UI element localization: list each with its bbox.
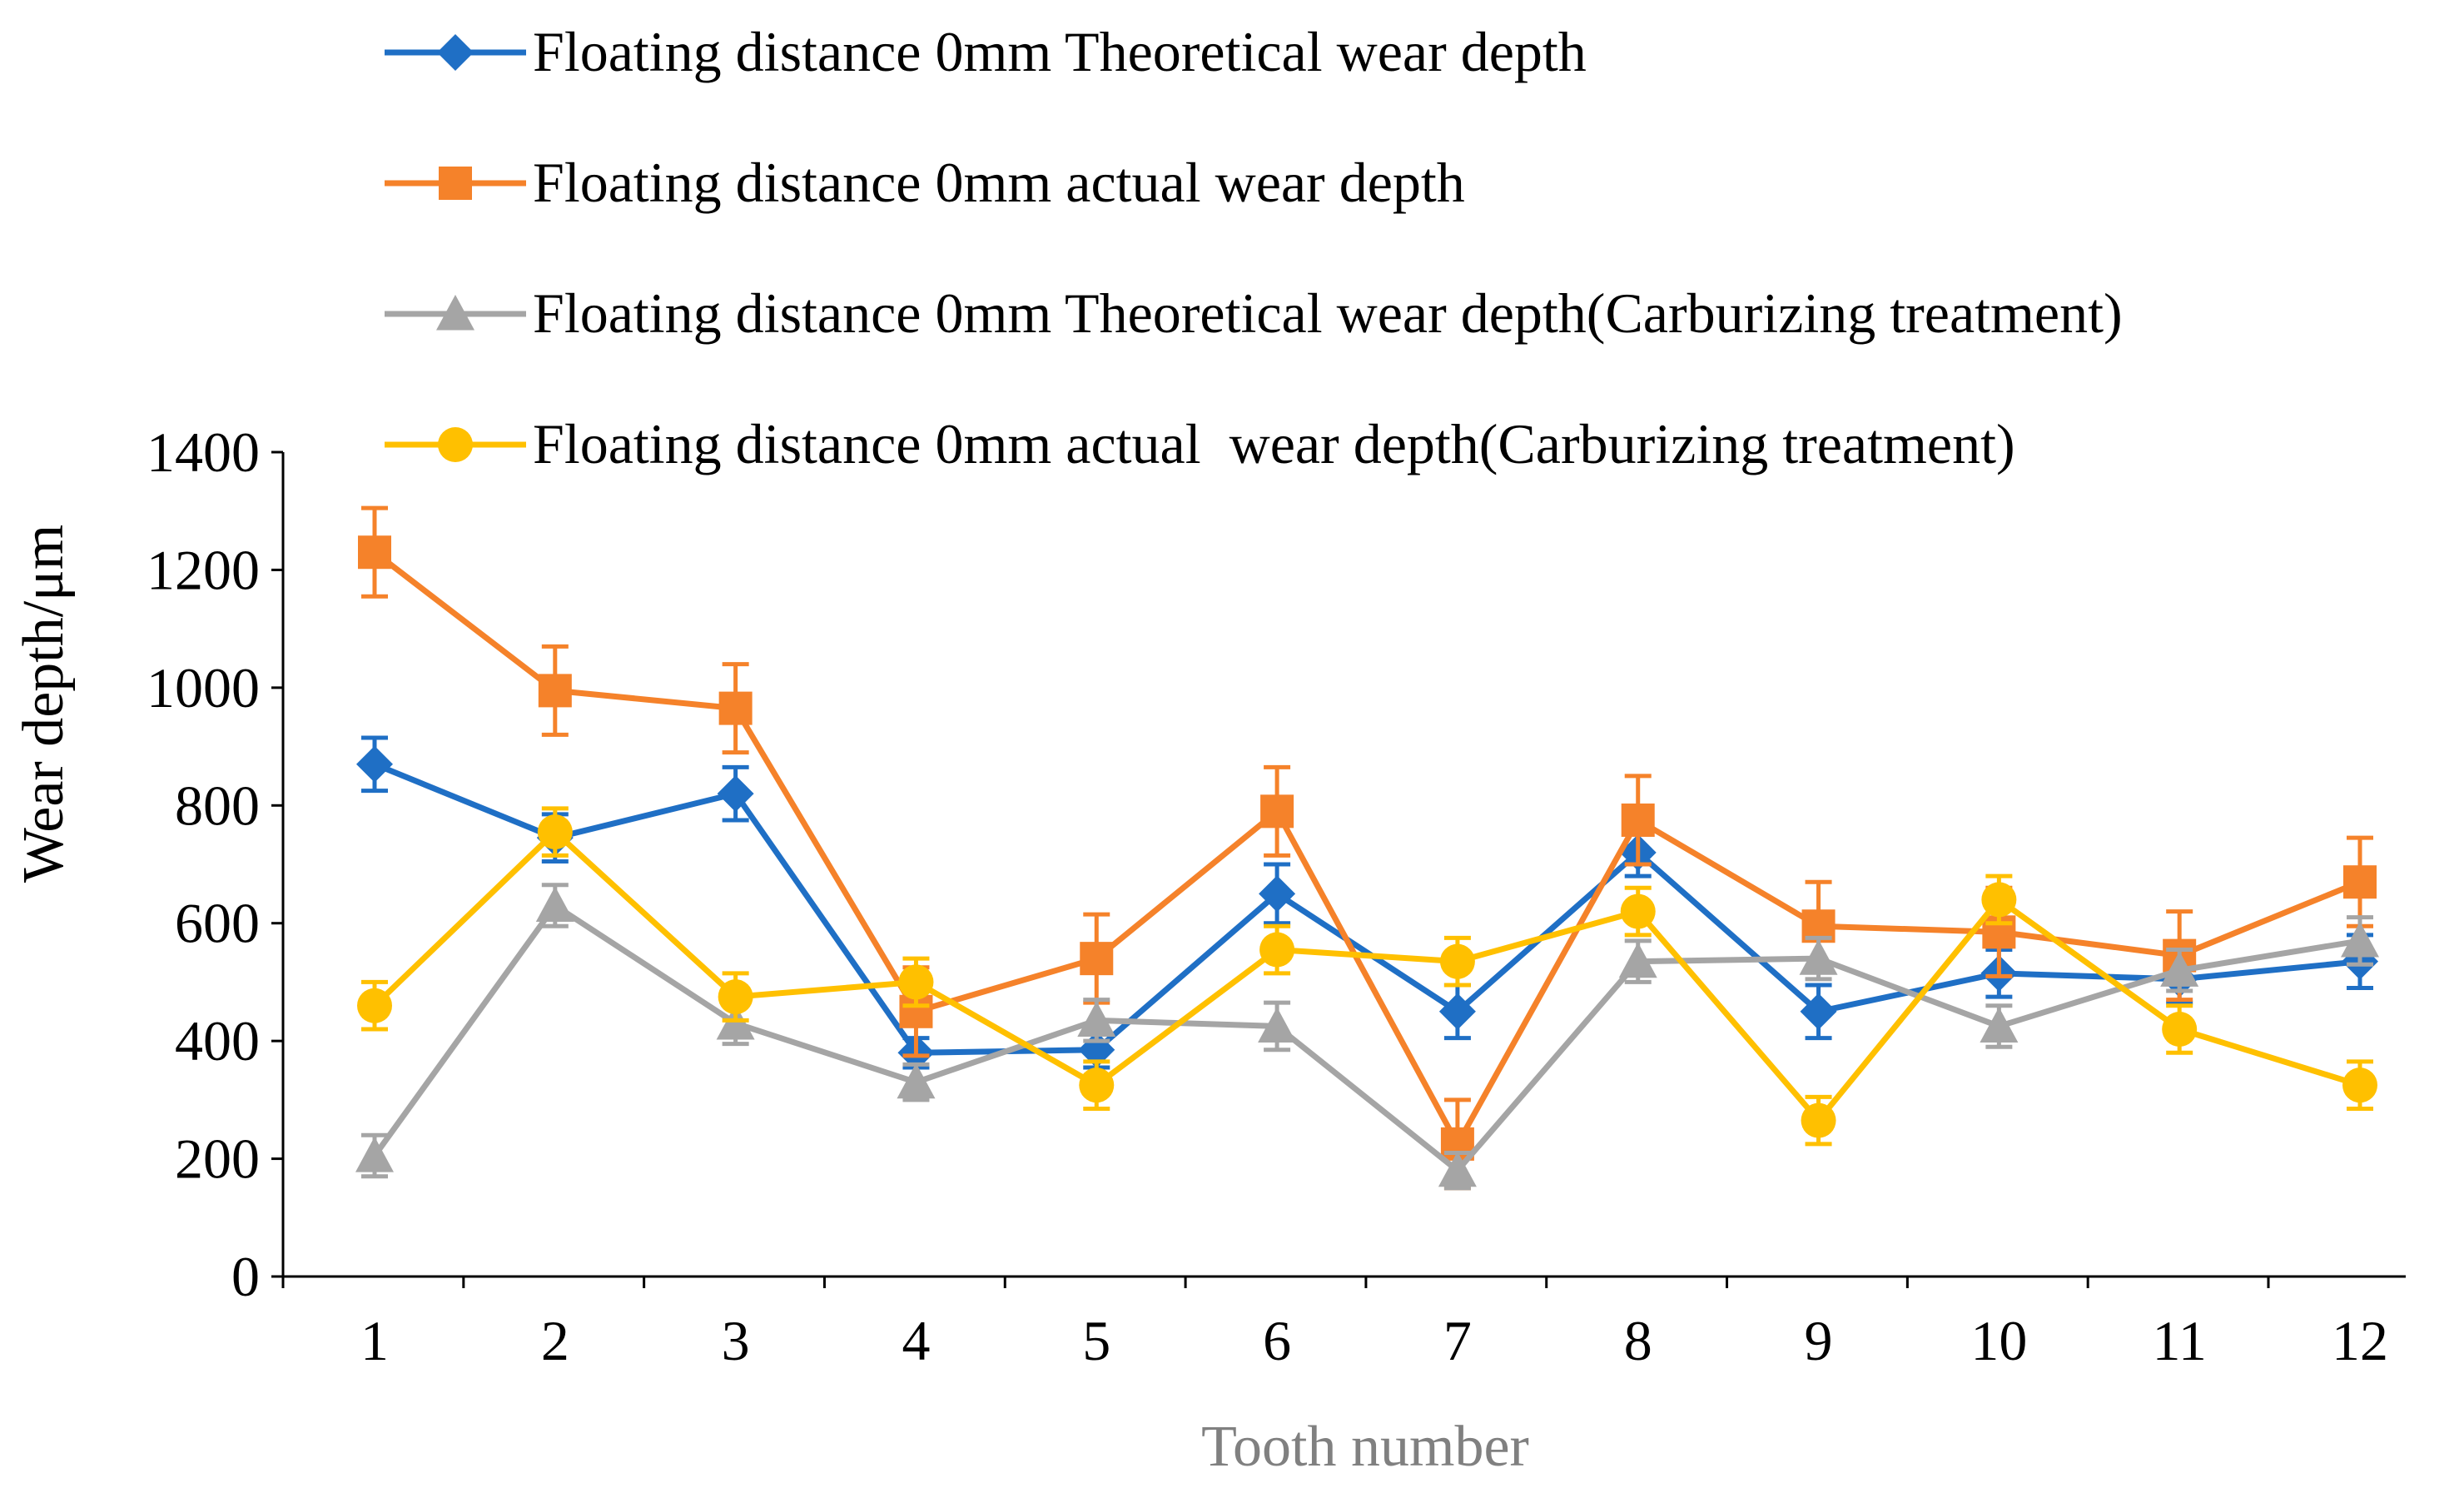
data-point bbox=[357, 988, 392, 1023]
y-tick-label: 1200 bbox=[147, 538, 260, 601]
data-point bbox=[1438, 1151, 1477, 1187]
x-tick-label: 6 bbox=[1263, 1309, 1291, 1372]
y-tick-label: 800 bbox=[175, 774, 260, 837]
data-point bbox=[2343, 865, 2377, 899]
data-point bbox=[1079, 1067, 1115, 1103]
series-line bbox=[373, 761, 2361, 1056]
series-1 bbox=[356, 735, 2378, 1072]
data-point bbox=[355, 1137, 394, 1172]
legend-entry: Floating distance 0mm actual wear depth bbox=[385, 151, 1465, 214]
data-point bbox=[718, 979, 753, 1015]
data-point bbox=[1080, 942, 1114, 976]
data-point bbox=[2160, 951, 2199, 987]
data-point bbox=[1620, 893, 1656, 929]
y-tick-label: 400 bbox=[175, 1009, 260, 1072]
data-point bbox=[1799, 939, 1838, 975]
legend-label: Floating distance 0mm Theoretical wear d… bbox=[533, 20, 1587, 83]
series-2 bbox=[358, 505, 2377, 1191]
data-point bbox=[717, 775, 754, 813]
y-tick-label: 1400 bbox=[147, 421, 260, 484]
legend-entry: Floating distance 0mm actual wear depth(… bbox=[385, 412, 2015, 475]
y-tick-label: 1000 bbox=[147, 656, 260, 719]
plot-area bbox=[355, 505, 2379, 1191]
x-tick-label: 10 bbox=[1970, 1309, 2027, 1372]
data-point bbox=[538, 674, 572, 708]
y-tick-label: 200 bbox=[175, 1127, 260, 1191]
data-point bbox=[1259, 932, 1295, 968]
data-point bbox=[1980, 1007, 2019, 1043]
data-point bbox=[1438, 993, 1476, 1030]
legend-entry: Floating distance 0mm Theoretical wear d… bbox=[385, 281, 2123, 345]
legend-marker bbox=[439, 167, 472, 200]
legend-marker bbox=[436, 295, 474, 331]
x-tick-label: 8 bbox=[1624, 1309, 1652, 1372]
x-tick-label: 1 bbox=[360, 1309, 389, 1372]
data-point bbox=[898, 964, 934, 1000]
data-point bbox=[1260, 794, 1294, 829]
x-tick-label: 4 bbox=[902, 1309, 930, 1372]
legend-label: Floating distance 0mm actual wear depth(… bbox=[533, 412, 2015, 475]
y-axis-title: Wear depth/μm bbox=[12, 525, 76, 883]
data-point bbox=[1258, 1007, 1297, 1043]
legend-entry: Floating distance 0mm Theoretical wear d… bbox=[385, 20, 1587, 83]
data-point bbox=[1439, 943, 1475, 979]
series-3 bbox=[355, 883, 2379, 1191]
x-tick-label: 5 bbox=[1082, 1309, 1110, 1372]
legend-marker bbox=[438, 427, 473, 462]
data-point bbox=[2162, 1012, 2198, 1047]
data-point bbox=[897, 1063, 936, 1099]
data-point bbox=[1618, 942, 1657, 978]
y-tick-label: 0 bbox=[231, 1245, 260, 1308]
x-tick-label: 11 bbox=[2152, 1309, 2206, 1372]
data-point bbox=[1801, 1102, 1836, 1138]
x-axis-title: Tooth number bbox=[1201, 1415, 1529, 1479]
data-point bbox=[535, 886, 574, 923]
series-4 bbox=[357, 806, 2377, 1147]
data-point bbox=[358, 535, 391, 570]
x-tick-label: 3 bbox=[722, 1309, 750, 1372]
x-tick-label: 7 bbox=[1443, 1309, 1472, 1372]
y-tick-label: 600 bbox=[175, 892, 260, 955]
x-tick-label: 2 bbox=[541, 1309, 569, 1372]
x-tick-label: 9 bbox=[1805, 1309, 1833, 1372]
data-point bbox=[1800, 993, 1837, 1030]
data-point bbox=[1259, 875, 1296, 913]
data-point bbox=[1621, 803, 1655, 837]
data-point bbox=[537, 814, 573, 850]
data-point bbox=[2342, 1067, 2377, 1103]
series-line bbox=[372, 903, 2361, 1174]
data-point bbox=[356, 745, 393, 783]
data-point bbox=[2341, 921, 2379, 958]
series-line bbox=[372, 829, 2362, 1124]
x-tick-label: 12 bbox=[2332, 1309, 2388, 1372]
data-point bbox=[718, 691, 753, 725]
legend-label: Floating distance 0mm actual wear depth bbox=[533, 151, 1465, 214]
legend-label: Floating distance 0mm Theoretical wear d… bbox=[533, 281, 2123, 345]
legend: Floating distance 0mm Theoretical wear d… bbox=[385, 20, 2123, 475]
data-point bbox=[1077, 1001, 1116, 1037]
series-line bbox=[372, 550, 2362, 1147]
legend-marker bbox=[437, 34, 474, 71]
data-point bbox=[1981, 882, 2017, 918]
